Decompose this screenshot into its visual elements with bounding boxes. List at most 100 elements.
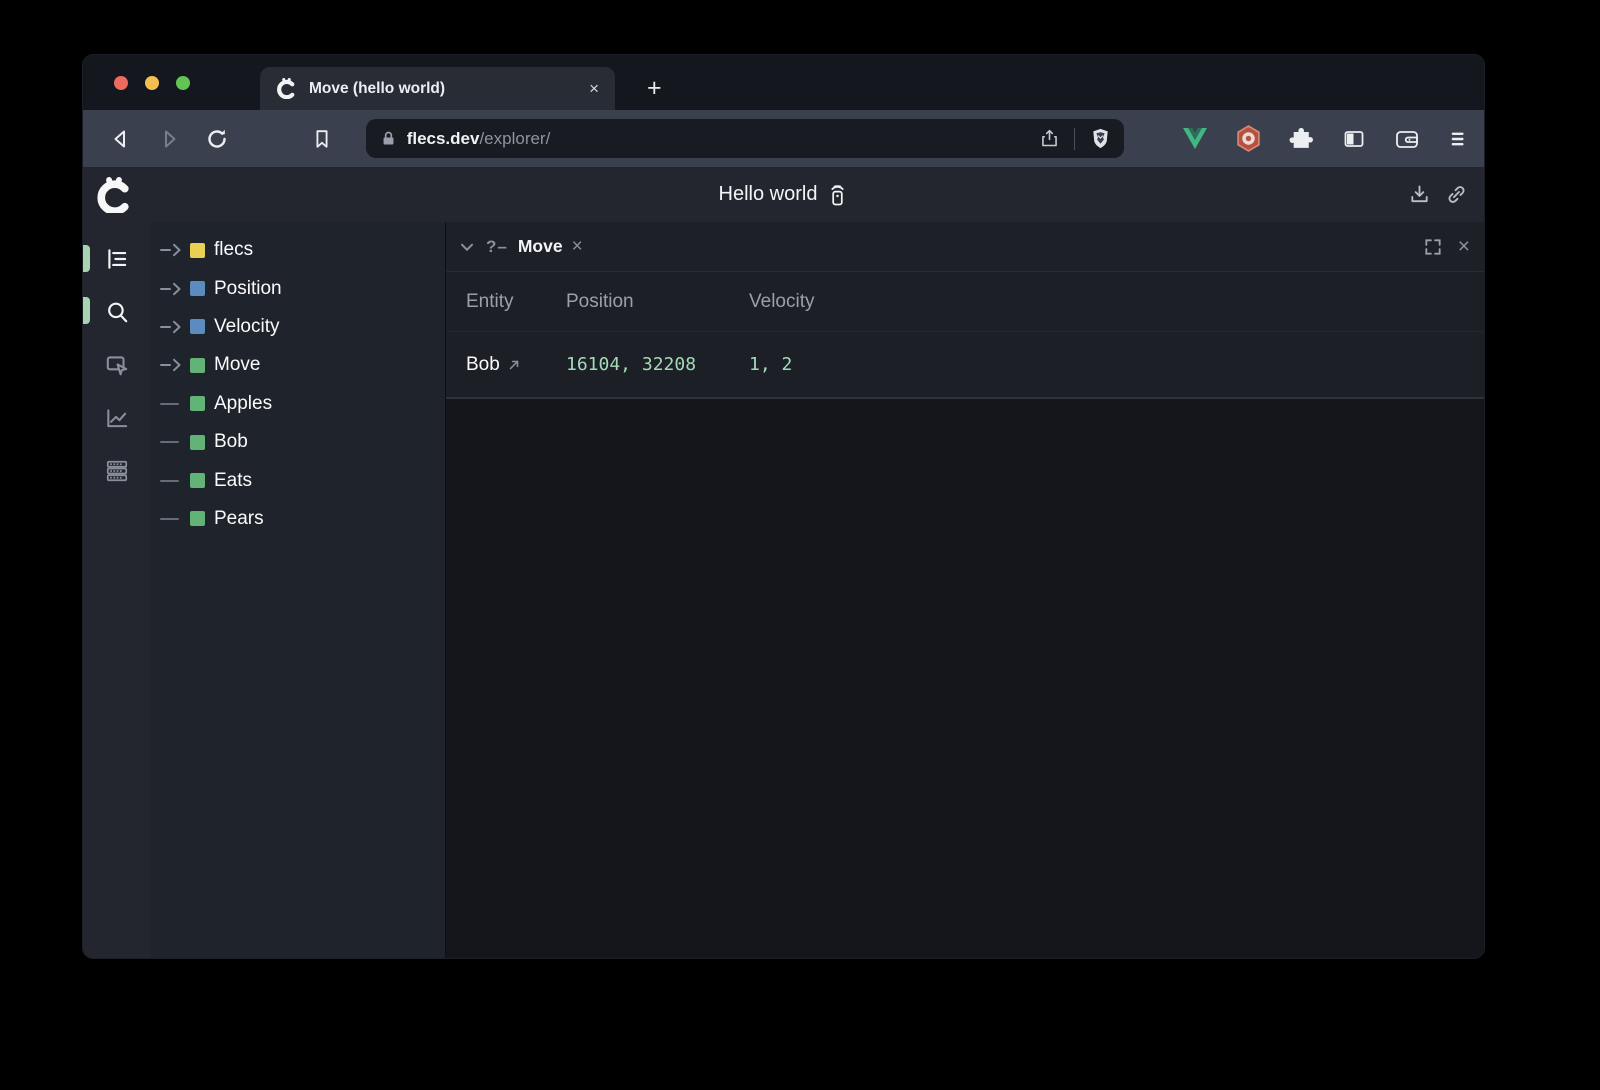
query-result-table: Entity Position Velocity Bob 16104, 3220… [446, 272, 1484, 399]
url-bar[interactable]: flecs.dev/explorer/ [365, 119, 1124, 158]
tree-leaf-line [160, 430, 190, 454]
chevron-down-icon[interactable] [456, 236, 478, 258]
query-search-icon[interactable] [104, 299, 130, 325]
tree-item-bob[interactable]: Bob [150, 423, 445, 461]
tree-item-eats[interactable]: Eats [150, 461, 445, 499]
vue-devtools-icon[interactable] [1182, 127, 1208, 150]
url-path: /explorer/ [479, 128, 551, 148]
flecs-favicon-icon [276, 78, 297, 99]
tree-item-flecs[interactable]: flecs [150, 231, 445, 269]
tree-item-label: Pears [214, 507, 264, 529]
hexagon-extension-icon[interactable] [1236, 125, 1261, 152]
open-entity-arrow-icon[interactable] [507, 358, 521, 372]
entity-cell[interactable]: Bob [466, 354, 566, 376]
tree-view-icon[interactable] [104, 246, 130, 272]
column-header-velocity: Velocity [749, 290, 815, 312]
tree-leaf-line [160, 469, 190, 493]
component-color-swatch [190, 319, 205, 335]
tree-item-label: Eats [214, 469, 253, 491]
app-content: flecs Position Velocity Move [83, 222, 1484, 958]
entity-color-swatch [190, 473, 205, 489]
browser-window: Move (hello world) × + fle [83, 55, 1484, 958]
tree-item-velocity[interactable]: Velocity [150, 308, 445, 346]
tree-item-apples[interactable]: Apples [150, 385, 445, 423]
brave-shield-icon[interactable] [1089, 127, 1112, 150]
left-icon-rail [83, 222, 150, 958]
flecs-app-header: Hello world [83, 167, 1484, 222]
extension-icons [1182, 125, 1470, 152]
copy-link-icon[interactable] [1445, 183, 1468, 206]
expand-chevron-icon[interactable] [160, 353, 190, 377]
query-panel-header: ?– Move × × [446, 222, 1484, 272]
world-title: Hello world [718, 183, 818, 205]
bookmark-icon[interactable] [305, 122, 339, 156]
tree-item-label: Velocity [214, 315, 280, 337]
tree-item-label: Apples [214, 392, 273, 414]
tree-item-label: Move [214, 354, 261, 376]
query-title: Move [517, 236, 563, 256]
zoom-window-button[interactable] [176, 75, 190, 90]
browser-titlebar: Move (hello world) × + [83, 55, 1484, 110]
app-header-actions [1408, 183, 1484, 206]
minimize-window-button[interactable] [145, 75, 159, 90]
wallet-icon[interactable] [1394, 127, 1420, 151]
menu-hamburger-icon[interactable] [1448, 128, 1470, 150]
tree-item-label: Bob [214, 431, 248, 453]
entity-color-swatch [190, 396, 205, 412]
inspector-icon[interactable] [104, 352, 130, 378]
query-active-indicator [83, 297, 90, 324]
stats-icon[interactable] [104, 458, 130, 484]
extensions-puzzle-icon[interactable] [1289, 126, 1314, 151]
remote-connection-icon [827, 183, 848, 207]
urlbar-divider [1074, 127, 1075, 150]
url-text: flecs.dev/explorer/ [407, 129, 1039, 149]
tree-item-move[interactable]: Move [150, 346, 445, 384]
tree-leaf-line [160, 392, 190, 416]
column-header-entity: Entity [466, 290, 514, 312]
query-panel-close-icon[interactable]: × [1457, 234, 1470, 258]
app-title-area: Hello world [83, 183, 1484, 207]
entity-tree-panel: flecs Position Velocity Move [150, 222, 445, 958]
entity-name: Bob [466, 353, 500, 375]
component-color-swatch [190, 281, 205, 297]
tree-item-pears[interactable]: Pears [150, 500, 445, 538]
expand-chevron-icon[interactable] [160, 238, 190, 262]
tree-item-label: flecs [214, 239, 254, 261]
tree-leaf-line [160, 507, 190, 531]
tree-active-indicator [83, 245, 90, 272]
table-header-row: Entity Position Velocity [446, 272, 1484, 331]
fullscreen-icon[interactable] [1423, 237, 1443, 257]
query-panel: ?– Move × × Entity Position Velocity [445, 222, 1484, 958]
module-color-swatch [190, 242, 205, 258]
new-tab-button[interactable]: + [647, 74, 662, 102]
reload-button[interactable] [200, 122, 234, 156]
browser-tab[interactable]: Move (hello world) × [260, 67, 615, 110]
macos-traffic-lights [83, 55, 190, 110]
share-icon[interactable] [1039, 128, 1060, 149]
forward-button[interactable] [152, 122, 186, 156]
position-value: 16104, 32208 [566, 354, 697, 375]
chart-icon[interactable] [104, 405, 130, 431]
query-panel-empty-area [446, 399, 1484, 958]
expand-chevron-icon[interactable] [160, 277, 190, 301]
tree-item-position[interactable]: Position [150, 269, 445, 307]
download-icon[interactable] [1408, 183, 1431, 206]
url-domain: flecs.dev [406, 128, 480, 148]
lock-icon [380, 130, 397, 147]
expand-chevron-icon[interactable] [160, 315, 190, 339]
tree-item-label: Position [214, 277, 282, 299]
browser-toolbar: flecs.dev/explorer/ [83, 110, 1484, 167]
tab-title: Move (hello world) [309, 79, 446, 97]
entity-color-swatch [190, 357, 205, 373]
table-row[interactable]: Bob 16104, 32208 1, 2 [446, 331, 1484, 399]
column-header-position: Position [566, 290, 634, 312]
query-panel-controls: × [1423, 235, 1470, 259]
sidebar-toggle-icon[interactable] [1342, 127, 1366, 151]
entity-color-swatch [190, 511, 205, 527]
query-tab-close-icon[interactable]: × [571, 235, 583, 257]
back-button[interactable] [104, 122, 138, 156]
velocity-value: 1, 2 [749, 354, 793, 375]
close-window-button[interactable] [114, 75, 128, 90]
tab-close-icon[interactable]: × [589, 78, 599, 98]
